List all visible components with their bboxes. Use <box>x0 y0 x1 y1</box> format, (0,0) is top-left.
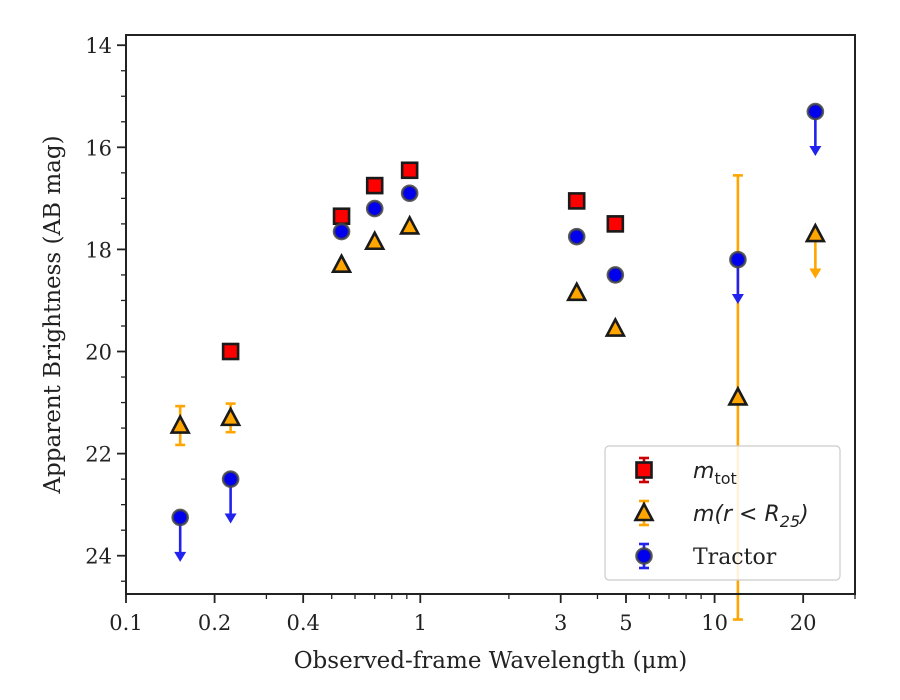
maperture-point <box>364 229 386 251</box>
legend: mtot m(r < R25) Tractor <box>604 445 841 581</box>
tractor-limit-arrow <box>174 551 187 562</box>
tractor-point <box>221 470 240 488</box>
tractor-limit-arrow <box>224 513 237 524</box>
y-tick-label: 20 <box>85 341 112 365</box>
mtot-point <box>221 342 240 361</box>
tractor-limit-arrow <box>809 145 822 156</box>
tractor-point <box>806 102 825 121</box>
y-tick-label: 22 <box>85 443 112 467</box>
x-axis-label: Observed-frame Wavelength (μm) <box>294 648 688 674</box>
x-tick-label: 0.4 <box>286 611 319 635</box>
legend-tractor-marker <box>635 547 653 565</box>
maperture-point <box>219 406 242 427</box>
maperture-point <box>566 281 588 302</box>
x-tick-label: 5 <box>619 611 632 635</box>
y-tick-label: 16 <box>85 136 112 160</box>
mtot-point <box>332 207 351 226</box>
legend-box <box>604 445 841 581</box>
tractor-point <box>606 266 625 284</box>
maperture-point <box>727 385 749 406</box>
mtot-point <box>567 192 586 210</box>
legend-tractor-label: Tractor <box>693 545 777 570</box>
tractor-limit-arrow <box>731 294 744 305</box>
x-tick-label: 10 <box>701 611 728 635</box>
x-tick-label: 1 <box>414 611 427 635</box>
maperture-point <box>804 222 827 243</box>
legend-mtot-label: mtot <box>693 459 737 488</box>
maperture-point <box>330 252 353 274</box>
legend-maperture-marker <box>633 501 655 522</box>
tractor-point <box>171 508 189 527</box>
tractor-point <box>567 227 586 246</box>
maperture-limit-arrow <box>809 268 822 279</box>
legend-mtot-marker <box>635 461 653 479</box>
tractor-point <box>729 250 747 269</box>
tractor-point <box>332 222 351 241</box>
x-tick-label: 3 <box>554 611 567 635</box>
x-tick-label: 20 <box>790 611 817 635</box>
y-tick-label: 24 <box>85 545 112 569</box>
mtot-point <box>400 161 419 180</box>
tractor-point <box>400 184 419 203</box>
x-tick-label: 0.1 <box>109 611 142 635</box>
maperture-point <box>398 214 421 235</box>
legend-maperture-label: m(r < R25) <box>693 502 809 531</box>
tractor-point <box>365 199 384 218</box>
mtot-point <box>365 176 384 195</box>
maperture-point <box>604 316 627 337</box>
x-tick-label: 0.2 <box>198 611 231 635</box>
plot-frame <box>125 34 856 595</box>
y-tick-label: 18 <box>85 238 112 262</box>
axes: 0.1 0.2 0.4 1 3 5 10 20 14 16 18 20 22 24 <box>85 34 856 635</box>
data-markers <box>169 102 827 527</box>
mtot-point <box>606 215 625 233</box>
maperture-point <box>169 413 191 434</box>
y-axis-label: Apparent Brightness (AB mag) <box>40 135 66 494</box>
y-tick-label: 14 <box>85 34 112 58</box>
